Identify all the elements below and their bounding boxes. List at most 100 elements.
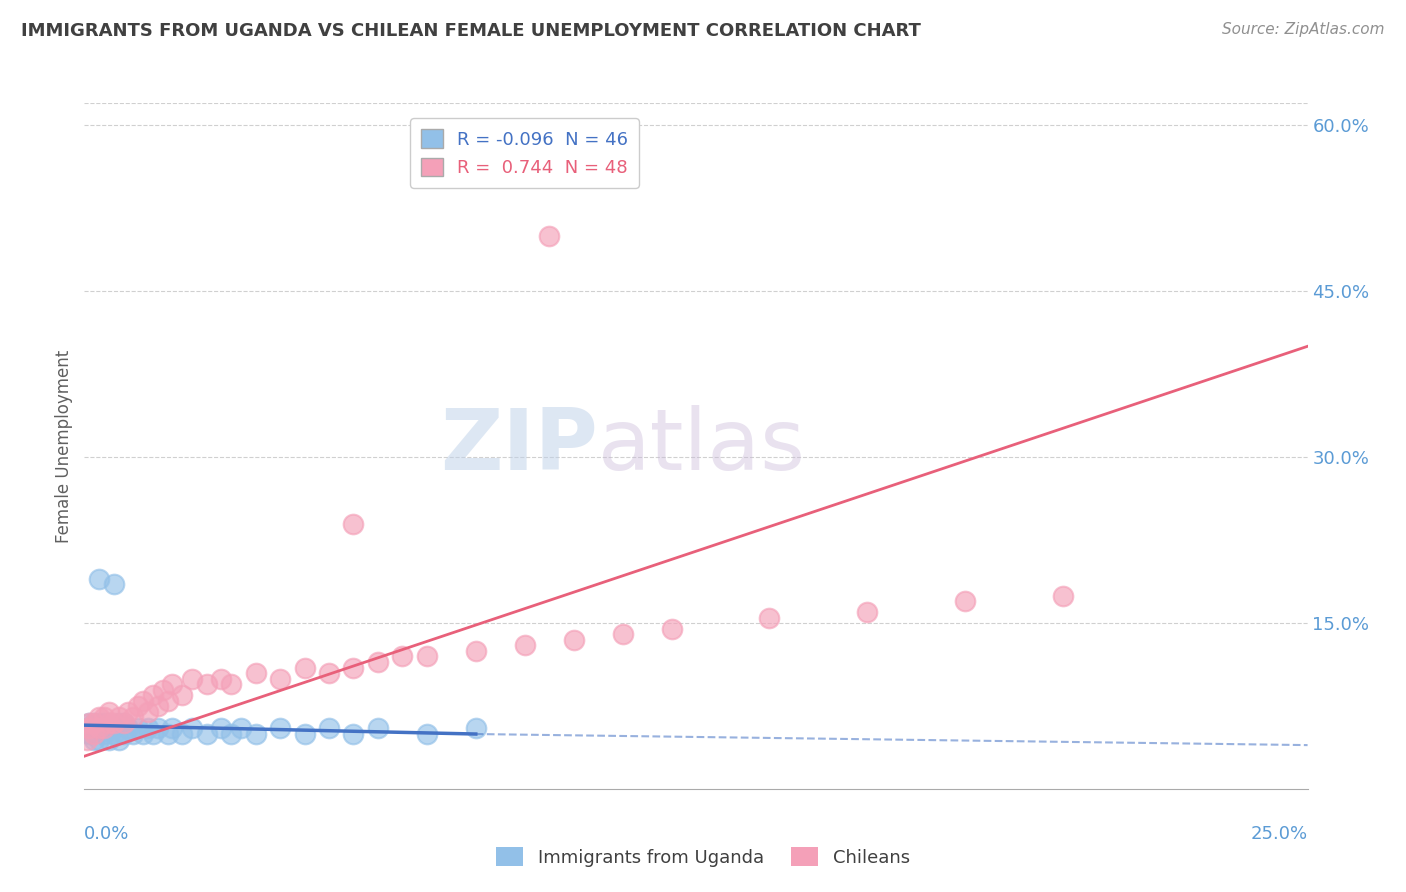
Point xyxy=(107,732,129,747)
Text: ZIP: ZIP xyxy=(440,404,598,488)
Point xyxy=(93,710,115,724)
Text: Source: ZipAtlas.com: Source: ZipAtlas.com xyxy=(1222,22,1385,37)
Point xyxy=(612,627,634,641)
Point xyxy=(132,694,155,708)
Point xyxy=(219,727,242,741)
Point xyxy=(294,660,316,674)
Point xyxy=(195,727,218,741)
Point xyxy=(162,722,184,736)
Point xyxy=(294,727,316,741)
Point xyxy=(269,672,291,686)
Point xyxy=(83,727,105,741)
Point xyxy=(156,694,179,708)
Point xyxy=(127,722,149,736)
Point xyxy=(83,715,105,730)
Point xyxy=(181,722,204,736)
Point xyxy=(538,228,561,243)
Point xyxy=(416,727,439,741)
Point xyxy=(146,722,169,736)
Point xyxy=(103,577,125,591)
Point xyxy=(562,632,585,647)
Point xyxy=(181,672,204,686)
Point xyxy=(77,715,100,730)
Point xyxy=(209,722,232,736)
Point xyxy=(103,715,125,730)
Point xyxy=(342,660,364,674)
Point xyxy=(136,705,159,719)
Point xyxy=(122,727,145,741)
Point xyxy=(83,732,105,747)
Point xyxy=(77,715,100,730)
Point xyxy=(83,722,105,736)
Point xyxy=(391,649,413,664)
Point xyxy=(318,666,340,681)
Point xyxy=(77,722,100,736)
Point xyxy=(112,715,135,730)
Point xyxy=(513,639,536,653)
Point xyxy=(93,727,115,741)
Point xyxy=(367,722,389,736)
Point xyxy=(172,688,194,702)
Point xyxy=(87,572,110,586)
Point xyxy=(209,672,232,686)
Point xyxy=(97,715,120,730)
Point xyxy=(127,699,149,714)
Point xyxy=(80,722,103,736)
Point xyxy=(117,705,139,719)
Point xyxy=(107,710,129,724)
Point xyxy=(367,655,389,669)
Point xyxy=(142,727,165,741)
Point xyxy=(318,722,340,736)
Point xyxy=(87,710,110,724)
Text: 0.0%: 0.0% xyxy=(84,825,129,843)
Y-axis label: Female Unemployment: Female Unemployment xyxy=(55,350,73,542)
Point xyxy=(93,722,115,736)
Point xyxy=(103,727,125,741)
Point xyxy=(142,688,165,702)
Point xyxy=(76,732,98,747)
Point xyxy=(87,722,110,736)
Point xyxy=(758,611,780,625)
Point xyxy=(132,727,155,741)
Point xyxy=(136,722,159,736)
Point xyxy=(97,732,120,747)
Point xyxy=(97,715,120,730)
Point xyxy=(195,677,218,691)
Point xyxy=(93,722,115,736)
Point xyxy=(117,722,139,736)
Point xyxy=(172,727,194,741)
Point xyxy=(464,722,486,736)
Point xyxy=(146,699,169,714)
Point xyxy=(122,710,145,724)
Point xyxy=(103,722,125,736)
Point xyxy=(245,666,267,681)
Point xyxy=(112,715,135,730)
Point xyxy=(87,722,110,736)
Point xyxy=(112,727,135,741)
Point xyxy=(464,644,486,658)
Legend: R = -0.096  N = 46, R =  0.744  N = 48: R = -0.096 N = 46, R = 0.744 N = 48 xyxy=(411,119,640,188)
Point xyxy=(93,715,115,730)
Point xyxy=(152,682,174,697)
Point xyxy=(219,677,242,691)
Point xyxy=(416,649,439,664)
Text: 25.0%: 25.0% xyxy=(1250,825,1308,843)
Point xyxy=(953,594,976,608)
Point xyxy=(77,727,100,741)
Point xyxy=(269,722,291,736)
Text: atlas: atlas xyxy=(598,404,806,488)
Point xyxy=(856,605,879,619)
Point xyxy=(87,732,110,747)
Point xyxy=(87,715,110,730)
Point xyxy=(76,722,98,736)
Text: IMMIGRANTS FROM UGANDA VS CHILEAN FEMALE UNEMPLOYMENT CORRELATION CHART: IMMIGRANTS FROM UGANDA VS CHILEAN FEMALE… xyxy=(21,22,921,40)
Point xyxy=(162,677,184,691)
Point xyxy=(107,715,129,730)
Point xyxy=(229,722,252,736)
Point xyxy=(245,727,267,741)
Point xyxy=(1052,589,1074,603)
Point xyxy=(83,715,105,730)
Point xyxy=(661,622,683,636)
Point xyxy=(342,516,364,531)
Legend: Immigrants from Uganda, Chileans: Immigrants from Uganda, Chileans xyxy=(489,840,917,874)
